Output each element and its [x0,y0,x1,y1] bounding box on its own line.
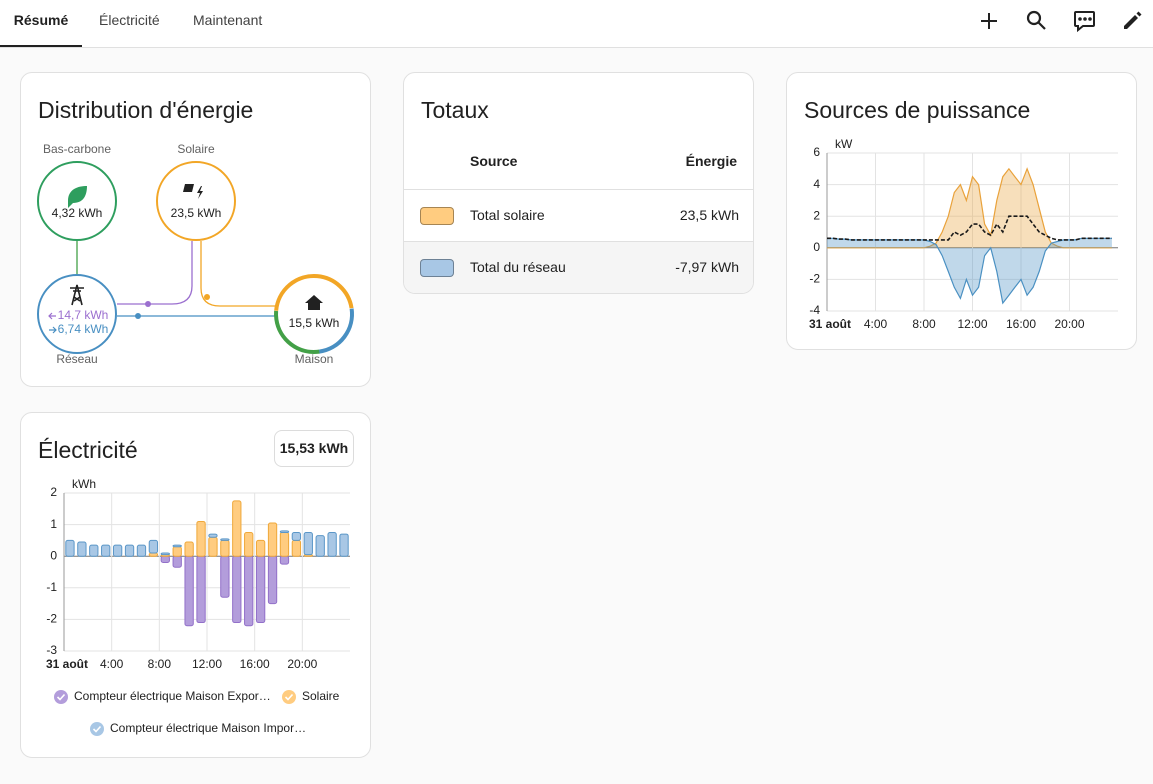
totals-card: Totaux Source Énergie Total solaire 23,5 … [403,72,754,294]
color-swatch [420,259,454,277]
energy-value: -7,97 kWh [675,259,739,275]
table-row: Total solaire 23,5 kWh [404,189,753,242]
color-swatch [420,207,454,225]
card-title: Distribution d'énergie [38,97,254,123]
source-name: Total du réseau [470,259,566,275]
total-badge[interactable]: 15,53 kWh [274,430,354,467]
card-title: Totaux [421,97,489,123]
assist-icon[interactable] [1074,11,1095,33]
tab[interactable]: Résumé [0,0,82,47]
tab[interactable]: Électricité [99,12,160,28]
top-bar: Résumé Électricité Maintenant [0,0,1153,48]
energy-value: 23,5 kWh [679,207,739,223]
tab[interactable]: Maintenant [193,12,263,28]
column-header: Source [470,153,518,169]
source-name: Total solaire [470,207,545,223]
distribution-card: Distribution d'énergie [20,72,371,387]
card-title: Électricité [38,437,138,463]
add-icon[interactable] [981,13,997,29]
search-icon[interactable] [1026,10,1046,30]
column-header: Énergie [685,153,737,169]
power-card: Sources de puissance [786,72,1137,350]
electricity-card: Électricité 15,53 kWh [20,412,371,758]
edit-icon[interactable] [1124,11,1142,30]
table-row: Total du réseau -7,97 kWh [404,241,753,293]
toolbar-icons [981,10,1142,33]
card-title: Sources de puissance [804,97,1031,123]
